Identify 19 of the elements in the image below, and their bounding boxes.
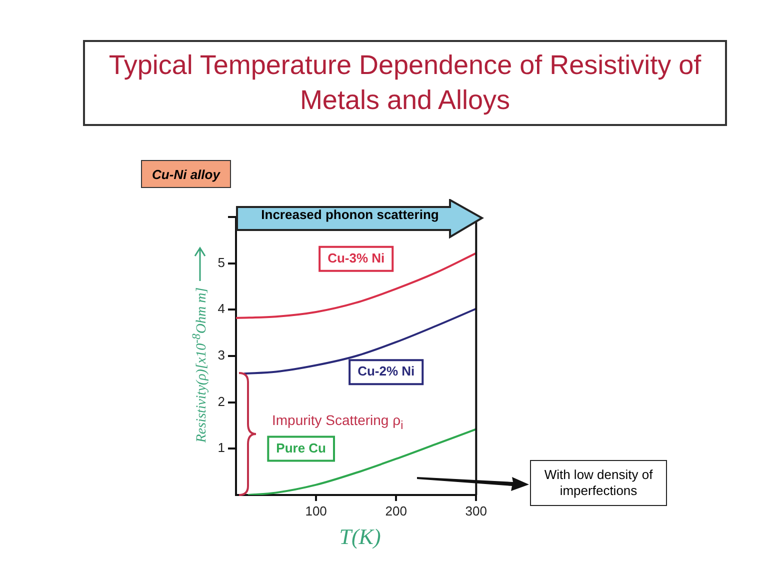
y-tick-label: 2 xyxy=(218,394,225,409)
y-tick-label: 3 xyxy=(218,348,225,363)
y-tick-label: 4 xyxy=(218,301,225,316)
y-tick-label: 1 xyxy=(218,440,225,456)
line-series xyxy=(236,252,476,320)
text: With low density of imperfections xyxy=(530,460,667,506)
annotation: Impurity Scattering ρ$_{i}$ xyxy=(272,412,404,432)
annotation: Increased phonon scattering xyxy=(260,207,440,222)
x-tick-label: 200 xyxy=(385,503,407,518)
x-tick-label: 100 xyxy=(305,503,327,518)
x-axis-title: T(K) xyxy=(338,524,382,550)
line-series xyxy=(247,428,476,495)
series-label: Cu-3% Ni xyxy=(328,250,385,266)
series-label: Pure Cu xyxy=(276,440,326,456)
series-label: Cu-2% Ni xyxy=(358,364,415,379)
text: Cu-Ni alloy xyxy=(141,160,231,188)
x-tick-label: 300 xyxy=(465,503,488,518)
y-tick-label: 5 xyxy=(218,254,225,270)
chart-title: Typical Temperature Dependence of Resistivity of Metals and Alloys xyxy=(83,40,727,126)
